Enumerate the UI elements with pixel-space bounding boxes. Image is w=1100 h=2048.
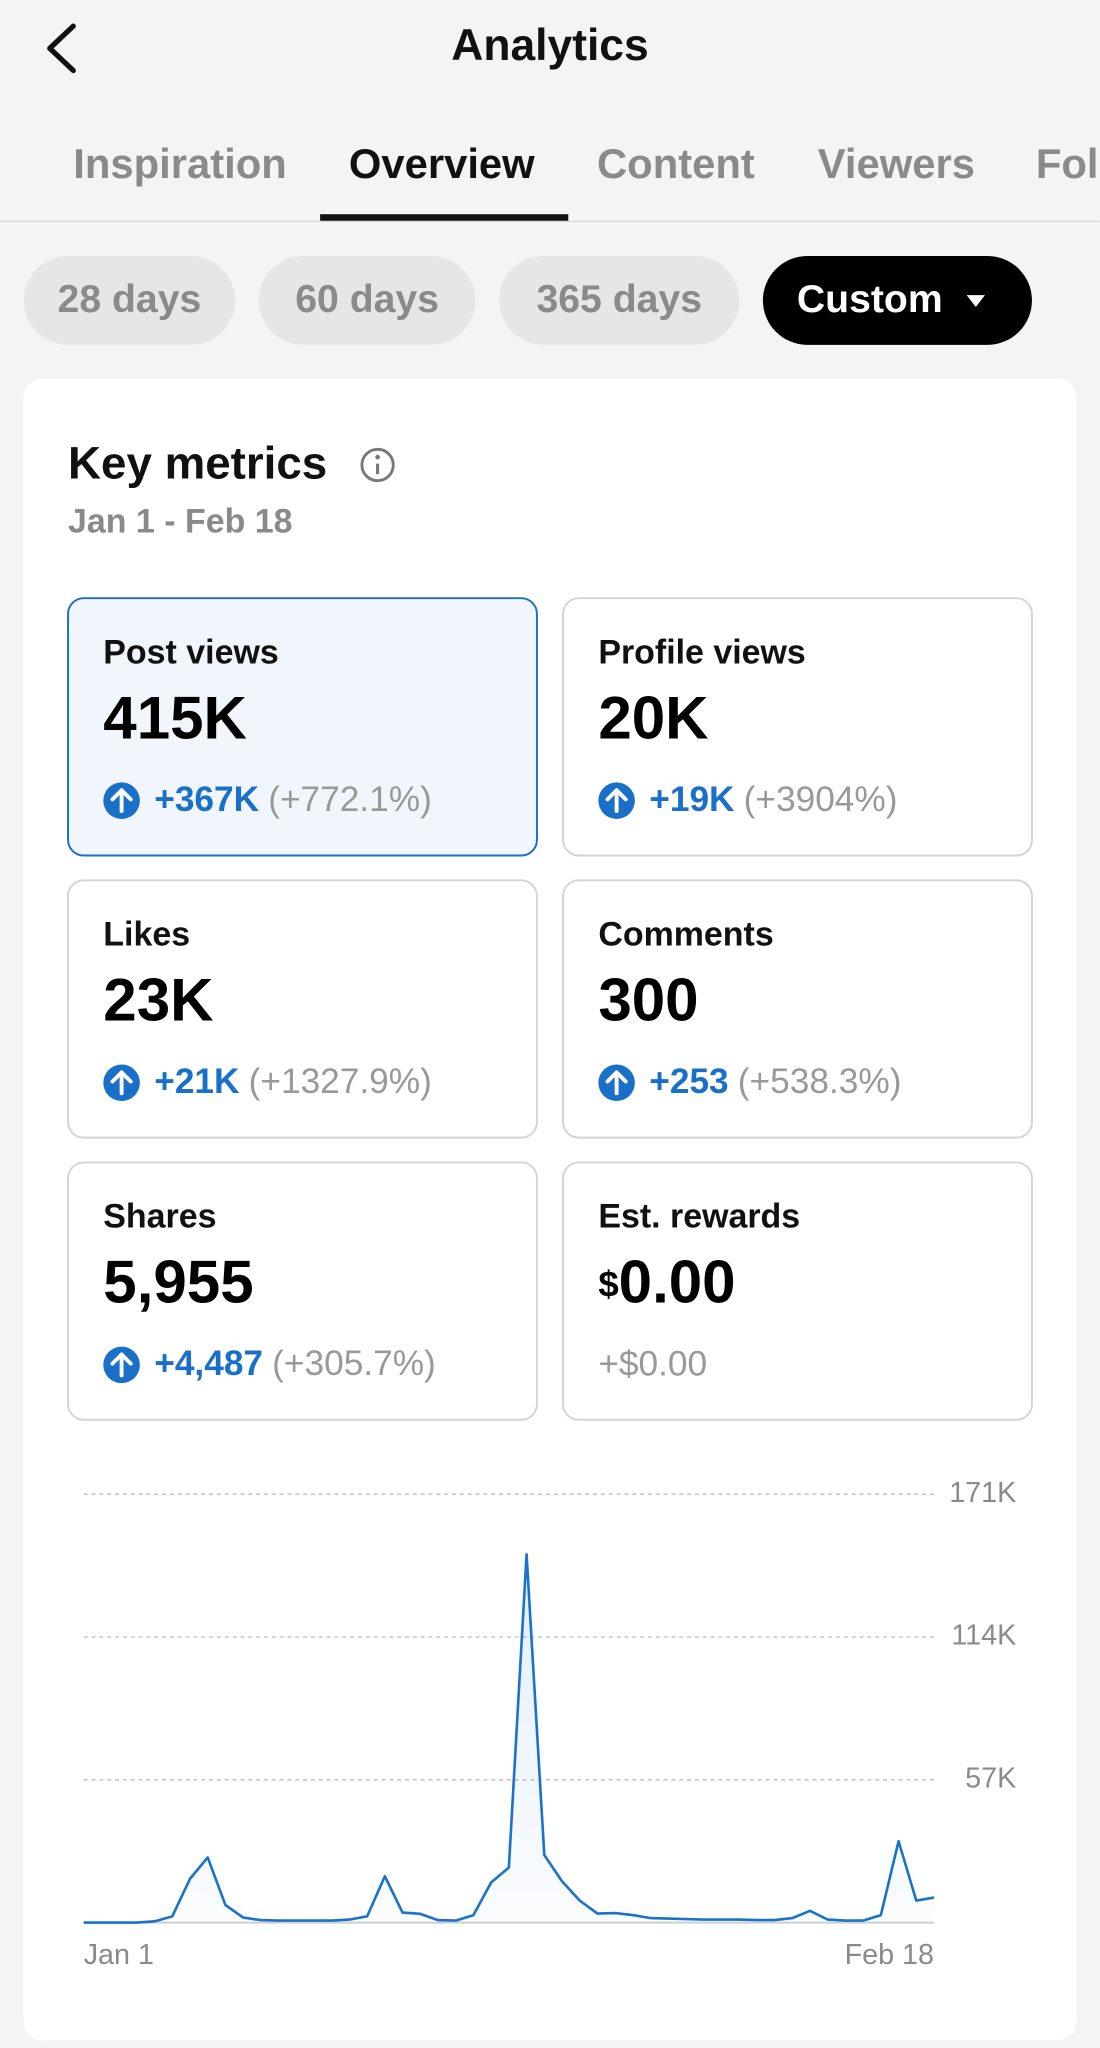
y-tick-label: 114K (951, 1620, 1016, 1652)
tile-bg (67, 879, 538, 1139)
metric-label: Post views (103, 633, 278, 671)
chip-bg (23, 256, 236, 345)
y-tick-label: 57K (965, 1762, 1016, 1794)
tile-bg (562, 879, 1033, 1139)
change-pct: (+3904%) (744, 780, 898, 819)
metric-value: $0.00 (598, 1248, 735, 1315)
change-pct: (+1327.9%) (249, 1062, 432, 1101)
trend-up-arrow (110, 788, 133, 814)
change-abs: +4,487 (154, 1345, 263, 1384)
page-title: Analytics (451, 21, 648, 70)
metric-label: Comments (598, 915, 773, 953)
chip-bg (499, 256, 740, 345)
change-abs: +19K (649, 780, 735, 819)
tab-label: Content (597, 140, 755, 187)
metric-currency: $ (598, 1263, 618, 1304)
metric-value: 300 (598, 966, 698, 1033)
change-abs: +253 (649, 1062, 728, 1101)
trend-up-arrow (605, 1070, 628, 1096)
change-abs: +367K (154, 780, 259, 819)
tab-underline (320, 214, 569, 221)
trend-up-arrow (110, 1352, 133, 1378)
tile-bg (562, 1161, 1033, 1421)
metric-value-number: 5,955 (103, 1248, 253, 1315)
chip-label: Custom (797, 278, 943, 321)
tile-bg (67, 597, 538, 857)
tab[interactable]: Fol (1036, 140, 1099, 187)
metric-value: 23K (103, 966, 213, 1033)
filter-chip[interactable]: 60 days (258, 256, 476, 345)
tab-label: Viewers (818, 140, 975, 187)
filter-chip[interactable]: 28 days (23, 256, 236, 345)
change-pct: (+305.7%) (272, 1345, 436, 1384)
tab-label: Overview (349, 140, 535, 187)
trend-up-arrow (605, 788, 628, 814)
tab-label: Fol (1036, 140, 1099, 187)
metric-change: +367K (+772.1%) (154, 780, 432, 819)
chip-label: 60 days (295, 278, 439, 321)
tab[interactable]: Inspiration (73, 140, 287, 187)
back-button[interactable] (47, 23, 76, 74)
metric-change: +$0.00 (598, 1345, 707, 1384)
metric-label: Est. rewards (598, 1198, 800, 1236)
chip-bg (258, 256, 476, 345)
metric-value: 5,955 (103, 1248, 253, 1315)
filter-chip[interactable]: Custom (762, 256, 1032, 345)
tab[interactable]: Overview (320, 140, 569, 221)
metric-value-number: 415K (103, 684, 247, 751)
metric-label: Profile views (598, 633, 806, 671)
metric-value-number: 23K (103, 966, 213, 1033)
metric-change: +4,487 (+305.7%) (154, 1345, 436, 1384)
metric-value: 415K (103, 684, 247, 751)
chip-bg (762, 256, 1032, 345)
tile-bg (562, 597, 1033, 857)
metric-value-number: 0.00 (619, 1248, 736, 1315)
metric-tile[interactable]: Likes 23K +21K (+1327.9%) (67, 879, 538, 1139)
filter-chip[interactable]: 365 days (499, 256, 740, 345)
metric-tile[interactable]: Est. rewards $0.00 +$0.00 (562, 1161, 1033, 1421)
metric-label: Shares (103, 1198, 216, 1236)
trend-up-arrow (110, 1070, 133, 1096)
metric-tile[interactable]: Shares 5,955 +4,487 (+305.7%) (67, 1161, 538, 1421)
dropdown-caret (966, 295, 985, 307)
chip-label: 28 days (58, 278, 202, 321)
metric-value-number: 20K (598, 684, 708, 751)
tab-label: Inspiration (73, 140, 287, 187)
tile-bg (67, 1161, 538, 1421)
metric-change: +21K (+1327.9%) (154, 1062, 432, 1101)
metric-change: +253 (+538.3%) (649, 1062, 901, 1101)
change-pct: (+772.1%) (268, 780, 432, 819)
info-icon[interactable] (360, 447, 395, 483)
date-range: Jan 1 - Feb 18 (68, 503, 292, 541)
x-tick-label: Feb 18 (845, 1939, 934, 1971)
chip-label: 365 days (536, 278, 702, 321)
metric-tile[interactable]: Post views 415K +367K (+772.1%) (67, 597, 538, 857)
line-chart: 57K 114K 171K Jan 1 Feb 18 (83, 1477, 1016, 1971)
line-series (83, 1553, 935, 1924)
tab[interactable]: Viewers (818, 140, 975, 187)
metric-value: 20K (598, 684, 708, 751)
tab[interactable]: Content (597, 140, 755, 187)
y-tick-label: 171K (949, 1477, 1016, 1509)
metric-change: +19K (+3904%) (649, 780, 897, 819)
x-tick-label: Jan 1 (84, 1939, 154, 1971)
card-title: Key metrics (68, 437, 327, 488)
metric-label: Likes (103, 915, 190, 953)
change-pct: (+538.3%) (738, 1062, 902, 1101)
metric-tile[interactable]: Profile views 20K +19K (+3904%) (562, 597, 1033, 857)
metric-value-number: 300 (598, 966, 698, 1033)
change-abs: +21K (154, 1062, 240, 1101)
metric-tile[interactable]: Comments 300 +253 (+538.3%) (562, 879, 1033, 1139)
